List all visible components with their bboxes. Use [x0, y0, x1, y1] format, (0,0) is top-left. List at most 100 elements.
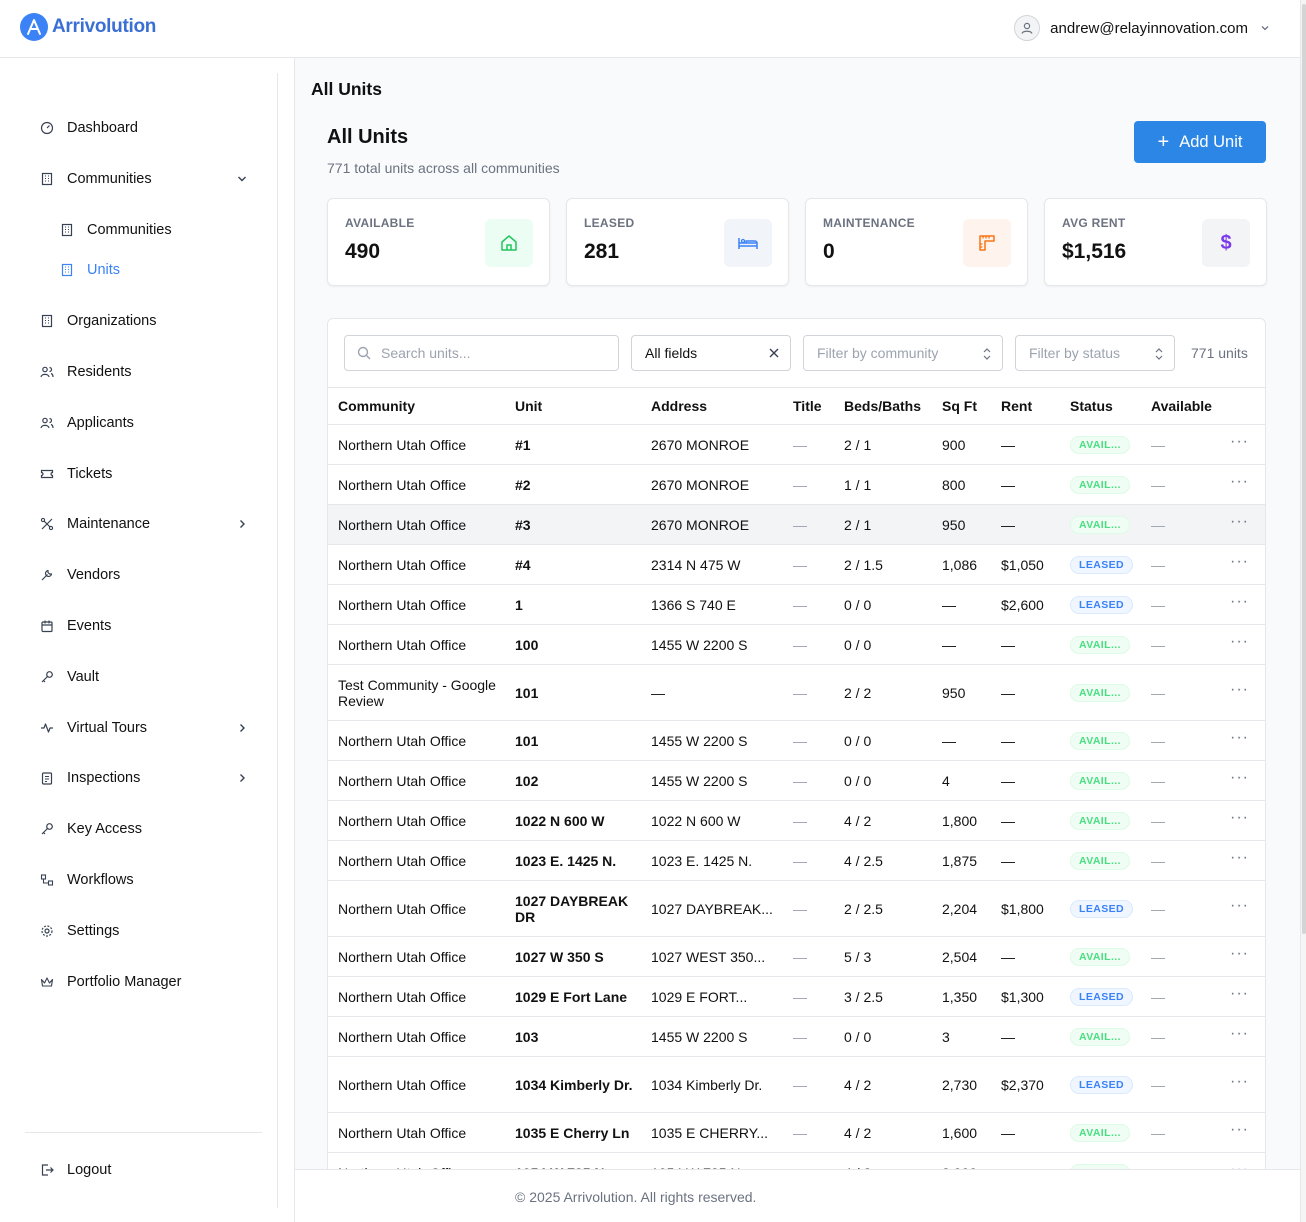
cell-title: —	[793, 504, 844, 545]
page-scrollbar[interactable]	[1300, 0, 1306, 1222]
table-row[interactable]: Northern Utah Office 103 1455 W 2200 S —0 /…	[328, 1016, 1265, 1057]
table-row[interactable]: Test Community - Google Review 101— —2 / 2…	[328, 664, 1265, 721]
column-header-address[interactable]: Address	[651, 387, 793, 425]
more-options-icon[interactable]: ···	[1230, 769, 1249, 786]
ticket-icon	[40, 467, 54, 481]
table-row[interactable]: Northern Utah Office 1027 DAYBREAK DR 1027…	[328, 880, 1265, 937]
cell-address: 2670 MONROE	[651, 464, 793, 505]
sidebar-item-communities-group[interactable]: Communities	[40, 168, 260, 190]
column-header-title[interactable]: Title	[793, 387, 844, 425]
cell-community: Northern Utah Office	[328, 504, 515, 545]
cell-actions: ···	[1230, 976, 1265, 1017]
sidebar-item-residents[interactable]: Residents	[40, 361, 131, 383]
sidebar-item-communities[interactable]: Communities	[60, 219, 172, 241]
more-options-icon[interactable]: ···	[1230, 729, 1249, 746]
more-options-icon[interactable]: ···	[1230, 945, 1249, 962]
cell-sq-ft: 2,504	[942, 936, 1001, 977]
cell-community: Northern Utah Office	[328, 544, 515, 585]
status-filter[interactable]: Filter by status	[1015, 335, 1175, 371]
sidebar-item-organizations[interactable]: Organizations	[40, 310, 156, 332]
cell-rent: $1,050	[1001, 544, 1070, 585]
column-header-community[interactable]: Community	[328, 387, 515, 425]
table-row[interactable]: Northern Utah Office 1029 E Fort Lane 1029…	[328, 976, 1265, 1017]
column-header-rent[interactable]: Rent	[1001, 387, 1070, 425]
cell-unit: 1034 Kimberly Dr.	[515, 1056, 651, 1113]
sidebar-item-vendors[interactable]: Vendors	[40, 564, 120, 586]
more-options-icon[interactable]: ···	[1230, 553, 1249, 570]
cell-beds-baths: 0 / 0	[844, 720, 942, 761]
cell-unit: 1029 E Fort Lane	[515, 976, 651, 1017]
sidebar-item-applicants[interactable]: Applicants	[40, 412, 134, 434]
more-options-icon[interactable]: ···	[1230, 985, 1249, 1002]
sidebar-item-maintenance[interactable]: Maintenance	[40, 513, 260, 535]
cell-beds-baths: 0 / 0	[844, 624, 942, 665]
more-options-icon[interactable]: ···	[1230, 849, 1249, 866]
sidebar-item-label: Residents	[67, 364, 132, 380]
cell-rent: —	[1001, 760, 1070, 801]
sidebar-item-key-access[interactable]: Key Access	[40, 818, 142, 840]
cell-unit: #3	[515, 504, 651, 545]
sidebar-item-inspections[interactable]: Inspections	[40, 767, 260, 789]
table-row[interactable]: Northern Utah Office 1027 W 350 S 1027 WES…	[328, 936, 1265, 977]
table-row[interactable]: Northern Utah Office 102 1455 W 2200 S —0 /…	[328, 760, 1265, 801]
add-unit-button[interactable]: + Add Unit	[1134, 121, 1266, 163]
table-row[interactable]: Northern Utah Office 1035 E Cherry Ln 1035…	[328, 1112, 1265, 1153]
sidebar-item-portfolio-manager[interactable]: Portfolio Manager	[40, 971, 181, 993]
more-options-icon[interactable]: ···	[1230, 433, 1249, 450]
cell-beds-baths: 0 / 0	[844, 1016, 942, 1057]
sidebar-item-events[interactable]: Events	[40, 615, 111, 637]
sidebar-item-settings[interactable]: Settings	[40, 920, 119, 942]
more-options-icon[interactable]: ···	[1230, 1073, 1249, 1090]
plus-icon: +	[1157, 131, 1170, 153]
table-row[interactable]: Northern Utah Office 1 1366 S 740 E —0 / 0—…	[328, 584, 1265, 625]
table-row[interactable]: Northern Utah Office 100 1455 W 2200 S —0 /…	[328, 624, 1265, 665]
column-header-beds-baths[interactable]: Beds/Baths	[844, 387, 942, 425]
cell-unit: 1027 W 350 S	[515, 936, 651, 977]
table-row[interactable]: Northern Utah Office 1022 N 600 W 1022 N 6…	[328, 800, 1265, 841]
more-options-icon[interactable]: ···	[1230, 633, 1249, 650]
table-row[interactable]: Northern Utah Office 101 1455 W 2200 S —0 /…	[328, 720, 1265, 761]
sidebar-item-tickets[interactable]: Tickets	[40, 463, 112, 485]
column-header-sq-ft[interactable]: Sq Ft	[942, 387, 1001, 425]
cell-community: Northern Utah Office	[328, 936, 515, 977]
more-options-icon[interactable]: ···	[1230, 513, 1249, 530]
column-header-status[interactable]: Status	[1070, 387, 1151, 425]
more-options-icon[interactable]: ···	[1230, 897, 1249, 914]
search-box[interactable]	[344, 335, 619, 371]
user-menu[interactable]: andrew@relayinnovation.com	[1014, 15, 1270, 41]
more-options-icon[interactable]: ···	[1230, 681, 1249, 698]
sidebar-item-virtual-tours[interactable]: Virtual Tours	[40, 717, 260, 739]
more-options-icon[interactable]: ···	[1230, 809, 1249, 826]
more-options-icon[interactable]: ···	[1230, 1121, 1249, 1138]
app-logo[interactable]: Arrivolution	[20, 13, 156, 41]
more-options-icon[interactable]: ···	[1230, 1161, 1249, 1170]
more-options-icon[interactable]: ···	[1230, 473, 1249, 490]
cell-actions: ···	[1230, 1056, 1265, 1113]
table-row[interactable]: Northern Utah Office 1034 Kimberly Dr. 103…	[328, 1056, 1265, 1113]
column-header-unit[interactable]: Unit	[515, 387, 651, 425]
cell-available: —	[1151, 840, 1230, 881]
ruler-icon	[963, 219, 1011, 267]
sidebar-item-units[interactable]: Units	[60, 259, 120, 281]
logout-button[interactable]: Logout	[40, 1159, 111, 1181]
sidebar-item-dashboard[interactable]: Dashboard	[40, 117, 138, 139]
cell-actions: ···	[1230, 544, 1265, 585]
clear-icon[interactable]	[768, 347, 780, 359]
table-row[interactable]: Northern Utah Office1054 W 725 N1054 W 7…	[328, 1152, 1265, 1170]
sidebar-item-vault[interactable]: Vault	[40, 666, 99, 688]
field-select[interactable]: All fields	[631, 335, 791, 371]
sidebar-item-label: Portfolio Manager	[67, 974, 182, 990]
scrollbar-thumb[interactable]	[1302, 4, 1306, 934]
column-header-available[interactable]: Available	[1151, 387, 1230, 425]
more-options-icon[interactable]: ···	[1230, 593, 1249, 610]
search-input[interactable]	[381, 345, 601, 361]
sidebar-item-label: Units	[87, 262, 121, 278]
table-row[interactable]: Northern Utah Office #4 2314 N 475 W —2 / 1…	[328, 544, 1265, 585]
more-options-icon[interactable]: ···	[1230, 1025, 1249, 1042]
table-row[interactable]: Northern Utah Office 1023 E. 1425 N. 1023 …	[328, 840, 1265, 881]
sidebar-item-workflows[interactable]: Workflows	[40, 869, 134, 891]
community-filter[interactable]: Filter by community	[803, 335, 1003, 371]
